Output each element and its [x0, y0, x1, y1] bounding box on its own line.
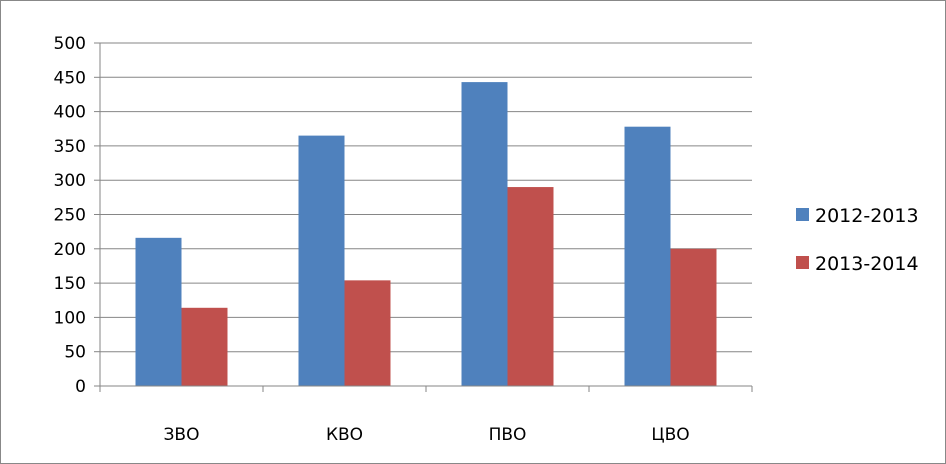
legend: 2012-2013 2013-2014 — [796, 205, 919, 275]
x-axis-tick-labels: ЗВО КВО ПВО ЦВО — [164, 425, 690, 445]
axes — [94, 42, 753, 392]
legend-swatch — [796, 256, 809, 269]
y-tick-label: 150 — [54, 274, 86, 294]
y-tick-label: 300 — [54, 171, 86, 191]
x-tick-label: ЗВО — [164, 425, 200, 445]
x-tick-label: ЦВО — [651, 425, 689, 445]
legend-swatch — [796, 208, 809, 221]
x-tick-label: ПВО — [489, 425, 527, 445]
y-tick-label: 100 — [54, 308, 86, 328]
bar-2012-2013-КВО — [298, 135, 345, 386]
y-tick-label: 250 — [54, 206, 86, 226]
y-tick-label: 350 — [54, 137, 86, 157]
bar-2012-2013-ЦВО — [624, 126, 671, 386]
y-tick-label: 500 — [54, 34, 86, 54]
bar-2012-2013-ПВО — [461, 82, 508, 387]
y-tick-label: 0 — [75, 377, 86, 397]
bar-2012-2013-ЗВО — [135, 237, 182, 386]
y-axis-tick-labels: 0 50 100 150 200 250 300 350 400 450 500 — [54, 34, 86, 397]
y-tick-label: 200 — [54, 240, 86, 260]
bar-2013-2014-КВО — [344, 280, 391, 386]
legend-label: 2012-2013 — [815, 205, 919, 227]
bar-2013-2014-ЗВО — [181, 307, 228, 386]
y-tick-label: 50 — [64, 343, 86, 363]
legend-label: 2013-2014 — [815, 253, 919, 275]
x-tick-label: КВО — [326, 425, 363, 445]
bars — [135, 82, 717, 387]
bar-2013-2014-ПВО — [507, 187, 554, 386]
bar-2013-2014-ЦВО — [670, 248, 717, 386]
y-tick-label: 400 — [54, 103, 86, 123]
y-tick-label: 450 — [54, 68, 86, 88]
